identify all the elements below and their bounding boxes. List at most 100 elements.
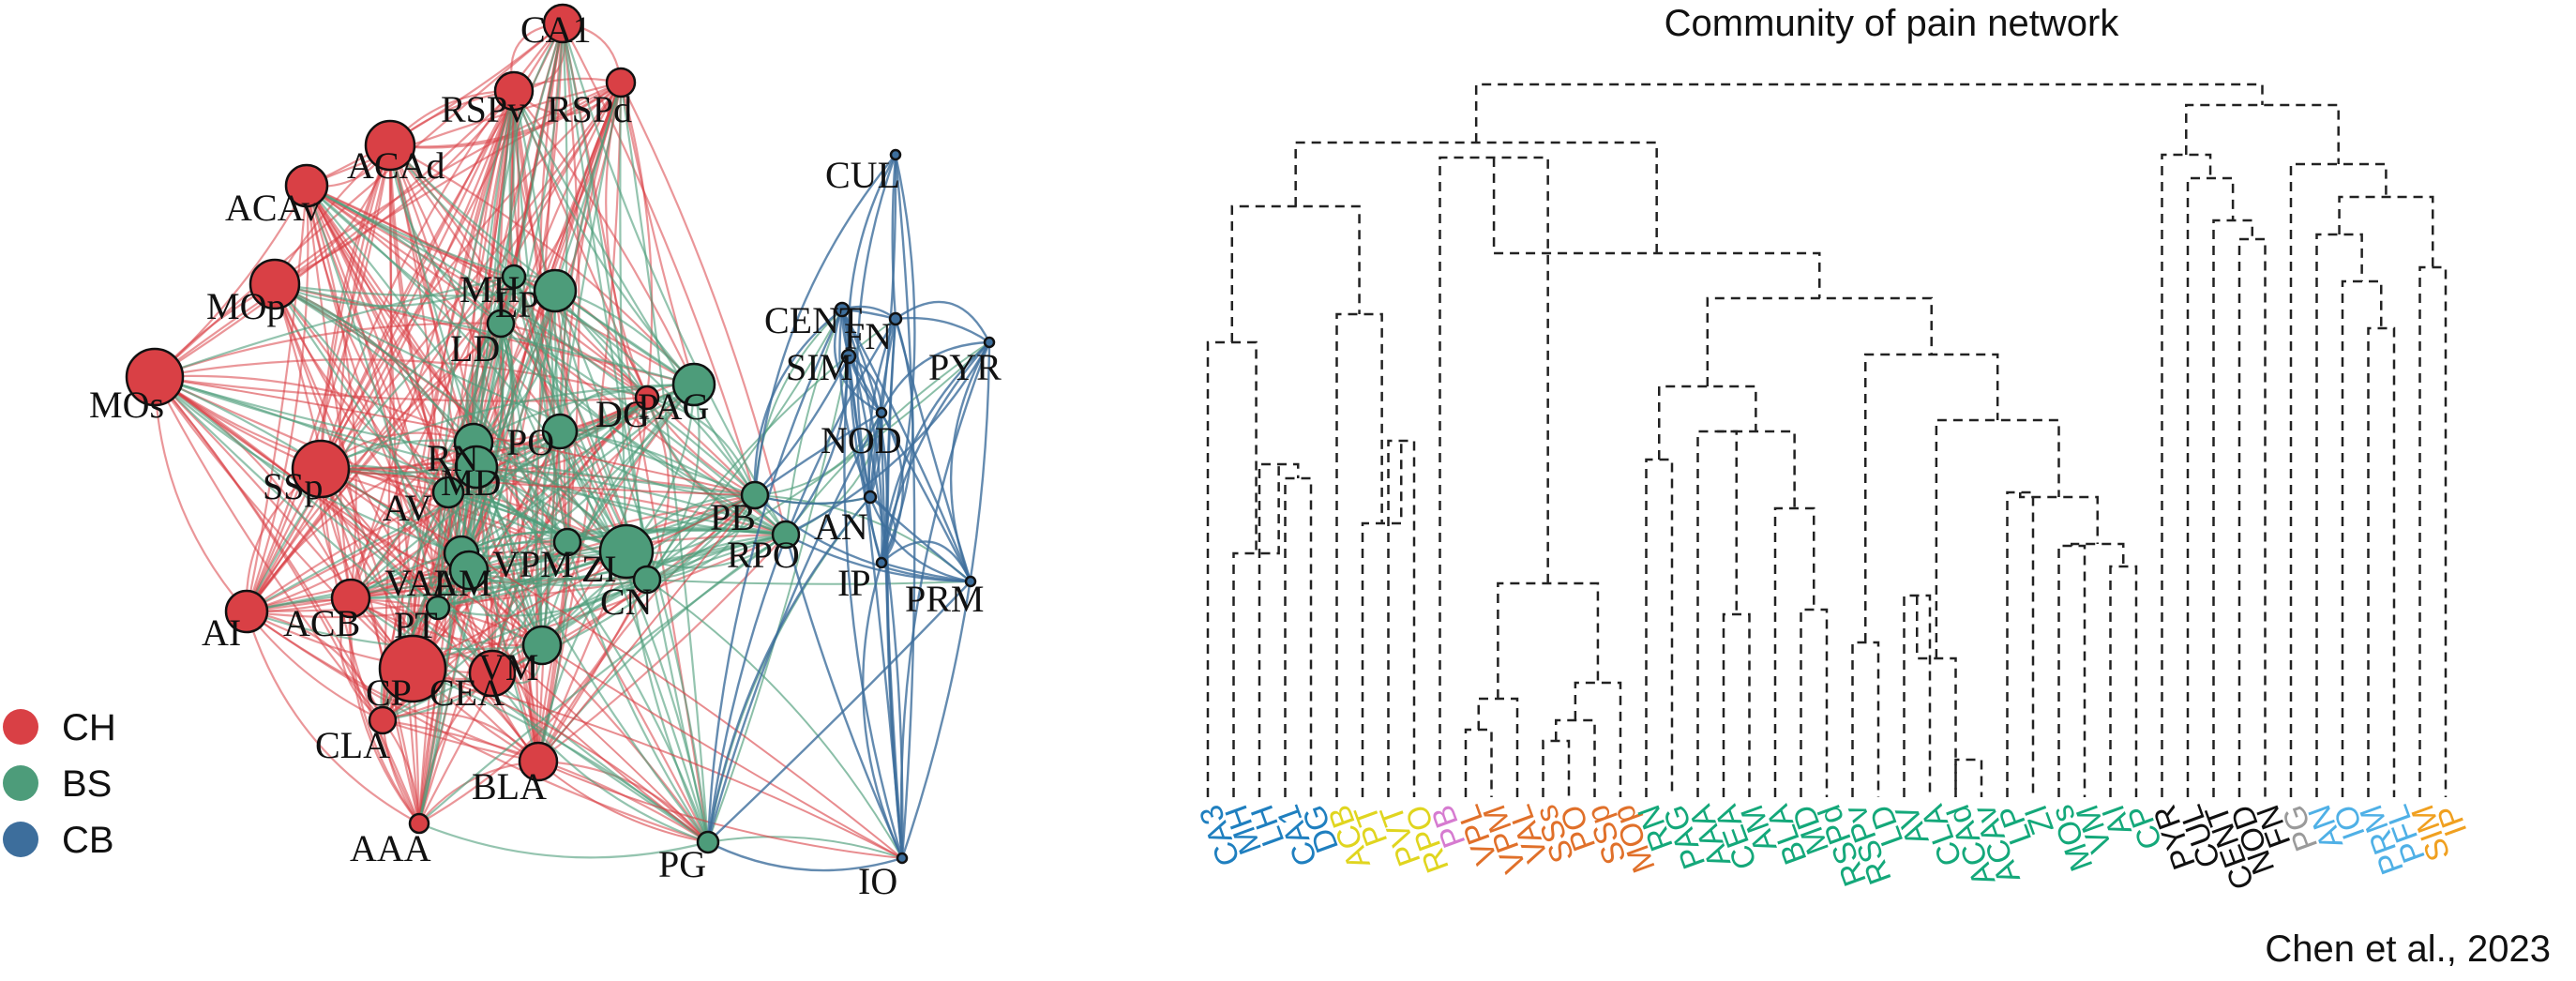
network-edge xyxy=(349,597,420,824)
network-edge xyxy=(847,355,904,859)
network-node-po xyxy=(541,413,579,450)
network-edge xyxy=(389,144,695,385)
network-node-cul xyxy=(889,148,902,161)
network-node-label: MH xyxy=(459,268,520,310)
network-edge xyxy=(348,597,420,824)
network-edge xyxy=(153,376,248,612)
network-node-label: PRM xyxy=(905,578,985,620)
network-edge xyxy=(418,579,648,824)
network-edge xyxy=(707,840,903,872)
dendrogram-branch xyxy=(2315,233,2363,797)
network-edge xyxy=(558,82,623,432)
dendrogram-branch xyxy=(2367,326,2396,797)
dendrogram-branch xyxy=(1773,506,1815,797)
network-edge xyxy=(561,23,787,536)
network-node-cent xyxy=(834,301,851,318)
network-node-label: CUL xyxy=(825,154,900,196)
network-edge xyxy=(418,534,787,824)
network-edge xyxy=(305,185,421,824)
dendrogram-branch xyxy=(1717,430,1796,508)
network-edge xyxy=(475,23,565,468)
legend-swatch-bs xyxy=(3,765,38,801)
network-node-label: AV xyxy=(383,487,432,529)
network-edge xyxy=(625,551,710,843)
network-legend: CH BS CB xyxy=(3,707,116,861)
network-edge xyxy=(559,430,756,497)
dendrogram-branch xyxy=(1864,353,1999,642)
network-edge xyxy=(350,533,787,600)
network-edge xyxy=(537,494,756,762)
network-node-ai xyxy=(224,589,269,634)
network-node-rspv xyxy=(493,70,535,112)
network-edge xyxy=(306,185,648,399)
legend-swatch-cb xyxy=(3,822,38,857)
network-edge xyxy=(840,309,972,582)
dendrogram-branch xyxy=(1230,204,1361,342)
dendrogram-branch xyxy=(1284,476,1313,797)
legend-label: CB xyxy=(62,820,114,861)
network-node-label: BLA xyxy=(472,765,547,807)
network-edge xyxy=(306,81,622,188)
network-edge xyxy=(840,309,904,859)
network-node-ip xyxy=(875,556,888,569)
network-edge xyxy=(412,494,756,670)
network-edge xyxy=(319,144,392,470)
network-edge xyxy=(785,341,991,536)
dendrogram-branch xyxy=(1294,141,1658,253)
network-edge xyxy=(619,82,696,385)
network-node-label: RPO xyxy=(727,534,800,576)
network-edge xyxy=(412,533,787,671)
network-edge xyxy=(154,376,903,859)
network-edge xyxy=(559,430,787,536)
dendrogram-branch xyxy=(1954,758,1983,797)
network-node-label: CA1 xyxy=(520,8,592,51)
network-edge xyxy=(320,468,903,859)
network-node-cp xyxy=(378,634,447,703)
network-edge xyxy=(246,144,392,612)
network-node-label: RSPd xyxy=(547,88,632,130)
network-node-pt xyxy=(425,595,451,621)
network-edge xyxy=(154,375,756,497)
dendrogram-branch xyxy=(1935,418,2060,658)
network-node-cla xyxy=(368,705,398,735)
network-edge xyxy=(706,309,844,843)
network-node-ca1 xyxy=(542,3,583,44)
network-node-md xyxy=(454,445,499,490)
network-edge xyxy=(472,90,516,444)
network-node-label: IP xyxy=(837,562,871,604)
network-node-label: FN xyxy=(844,315,892,357)
network-edge xyxy=(498,323,568,543)
network-node-label: PO xyxy=(506,421,554,463)
network-node-label: CLA xyxy=(315,724,390,766)
network-node-label: SSp xyxy=(263,465,324,507)
network-edge xyxy=(388,144,544,646)
dendrogram-branch xyxy=(1722,612,1751,797)
network-edge xyxy=(459,290,557,554)
network-node-pag xyxy=(671,362,716,407)
network-edge xyxy=(306,185,648,581)
network-edge xyxy=(350,597,709,843)
dendrogram-branch xyxy=(2338,195,2434,267)
network-edge xyxy=(646,341,990,581)
network-node-am xyxy=(448,550,490,591)
network-node-label: CN xyxy=(600,581,653,623)
network-node-fn xyxy=(888,311,903,326)
network-node-label: CENT xyxy=(764,299,862,341)
network-edge xyxy=(535,290,557,646)
legend-label: BS xyxy=(62,763,112,805)
network-node-vpm xyxy=(552,527,582,557)
network-node-label: MOs xyxy=(89,384,164,426)
network-node-pyr xyxy=(983,336,996,349)
network-node-label: PYR xyxy=(928,346,1002,388)
dendrogram-branch xyxy=(2186,176,2235,797)
dendrogram-branch xyxy=(2289,162,2388,797)
network-node-label: PT xyxy=(394,604,438,646)
network-edge xyxy=(539,82,623,646)
network-node-label: AI xyxy=(202,611,241,654)
dendrogram-branch xyxy=(2006,490,2035,797)
network-edge xyxy=(513,90,756,496)
network-edge xyxy=(620,82,788,536)
network-edge xyxy=(880,340,990,414)
network-edge xyxy=(472,23,565,444)
